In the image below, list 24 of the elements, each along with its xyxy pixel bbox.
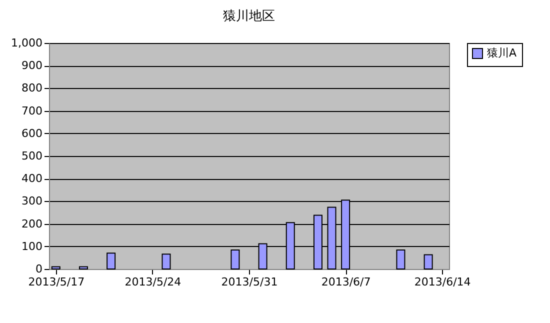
x-tick-label: 2013/5/17 [28, 276, 85, 288]
y-tick-label: 300 [22, 194, 42, 208]
y-tick-label: 400 [22, 172, 42, 186]
bar [230, 250, 240, 270]
x-tick-label: 2013/5/24 [124, 276, 182, 288]
y-tick-label: 200 [22, 217, 42, 230]
y-tick-label: 500 [22, 150, 42, 162]
y-tick-label: 800 [22, 82, 42, 95]
y-tick-label: 900 [22, 59, 42, 72]
chart-title: 猿川地区 [223, 9, 275, 24]
x-tick-label: 2013/6/14 [414, 276, 471, 288]
y-tick-label: 0 [36, 262, 42, 276]
legend-label: 猿川A [487, 46, 517, 60]
bar [106, 252, 116, 270]
bar [424, 254, 433, 270]
x-tick-label: 2013/6/7 [321, 276, 371, 288]
y-tick-label: 1,000 [11, 36, 42, 50]
x-tick-label: 2013/5/31 [221, 276, 278, 288]
y-tick-label: 600 [22, 126, 42, 140]
bar [162, 254, 171, 270]
y-tick-label: 100 [22, 240, 42, 253]
bar [396, 250, 406, 270]
bar [78, 266, 88, 270]
y-tick-label: 700 [22, 104, 42, 118]
